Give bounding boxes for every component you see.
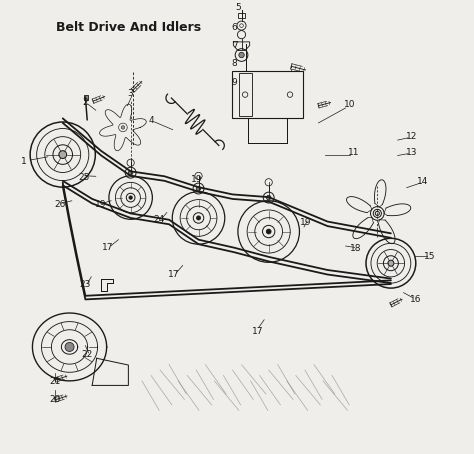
Text: Belt Drive And Idlers: Belt Drive And Idlers (56, 21, 201, 34)
Text: 7: 7 (232, 41, 237, 50)
Text: 8: 8 (232, 59, 237, 68)
Text: 4: 4 (148, 116, 154, 125)
Text: 23: 23 (80, 281, 91, 290)
Circle shape (129, 196, 132, 199)
Text: 16: 16 (410, 295, 421, 304)
Text: 24: 24 (154, 215, 165, 224)
Text: 17: 17 (102, 243, 114, 252)
Text: 9: 9 (232, 78, 237, 87)
Circle shape (59, 151, 67, 158)
Text: 2: 2 (82, 98, 88, 107)
Circle shape (239, 52, 244, 58)
Text: 15: 15 (424, 252, 435, 261)
Text: 1: 1 (21, 157, 27, 166)
Circle shape (128, 170, 133, 175)
Text: 13: 13 (405, 148, 417, 157)
Text: 19: 19 (94, 200, 106, 209)
Text: 17: 17 (252, 326, 263, 336)
Circle shape (266, 229, 271, 234)
Text: 19: 19 (300, 218, 311, 227)
Circle shape (388, 260, 394, 266)
Bar (83, 95, 88, 100)
Bar (232, 71, 302, 118)
Bar (239, 73, 252, 116)
Text: 22: 22 (81, 350, 92, 359)
Text: 10: 10 (344, 100, 355, 109)
Text: 3: 3 (128, 89, 134, 98)
Text: 6: 6 (232, 23, 237, 32)
Text: 19: 19 (191, 175, 202, 184)
Text: 21: 21 (49, 377, 61, 386)
Circle shape (196, 216, 201, 220)
Text: 26: 26 (54, 200, 65, 209)
Text: 25: 25 (78, 173, 90, 182)
Circle shape (196, 186, 201, 191)
Text: 18: 18 (350, 244, 361, 253)
Text: 12: 12 (406, 132, 417, 141)
Text: 11: 11 (348, 148, 359, 157)
Circle shape (121, 126, 125, 129)
Bar (238, 13, 245, 18)
Text: 17: 17 (168, 270, 179, 279)
Circle shape (65, 342, 74, 351)
Text: 14: 14 (417, 177, 428, 186)
Circle shape (266, 195, 271, 200)
Text: 5: 5 (236, 3, 241, 12)
Text: 20: 20 (49, 395, 61, 405)
